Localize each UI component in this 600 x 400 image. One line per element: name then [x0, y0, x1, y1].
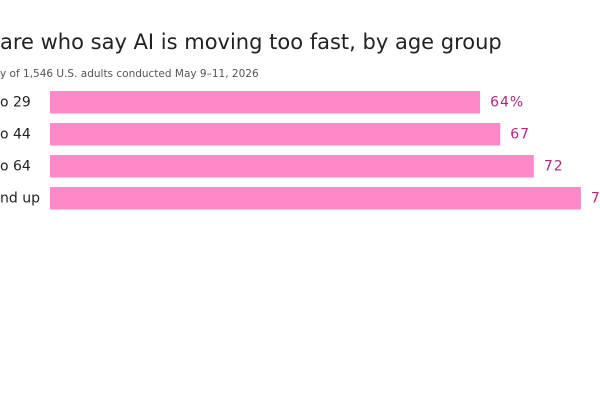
category-label: nd up [0, 190, 40, 206]
bar [50, 187, 581, 210]
category-label: o 29 [0, 94, 31, 110]
chart-subtitle: y of 1,546 U.S. adults conducted May 9–1… [0, 68, 259, 80]
category-label: o 64 [0, 158, 31, 174]
value-label: 79 [591, 190, 600, 206]
bar [50, 123, 501, 146]
value-label: 64% [490, 94, 524, 110]
bar [50, 155, 534, 178]
category-label: o 44 [0, 126, 31, 142]
bar [50, 91, 481, 114]
chart-title: are who say AI is moving too fast, by ag… [0, 30, 502, 54]
value-label: 72 [544, 158, 564, 174]
value-label: 67 [510, 126, 530, 142]
